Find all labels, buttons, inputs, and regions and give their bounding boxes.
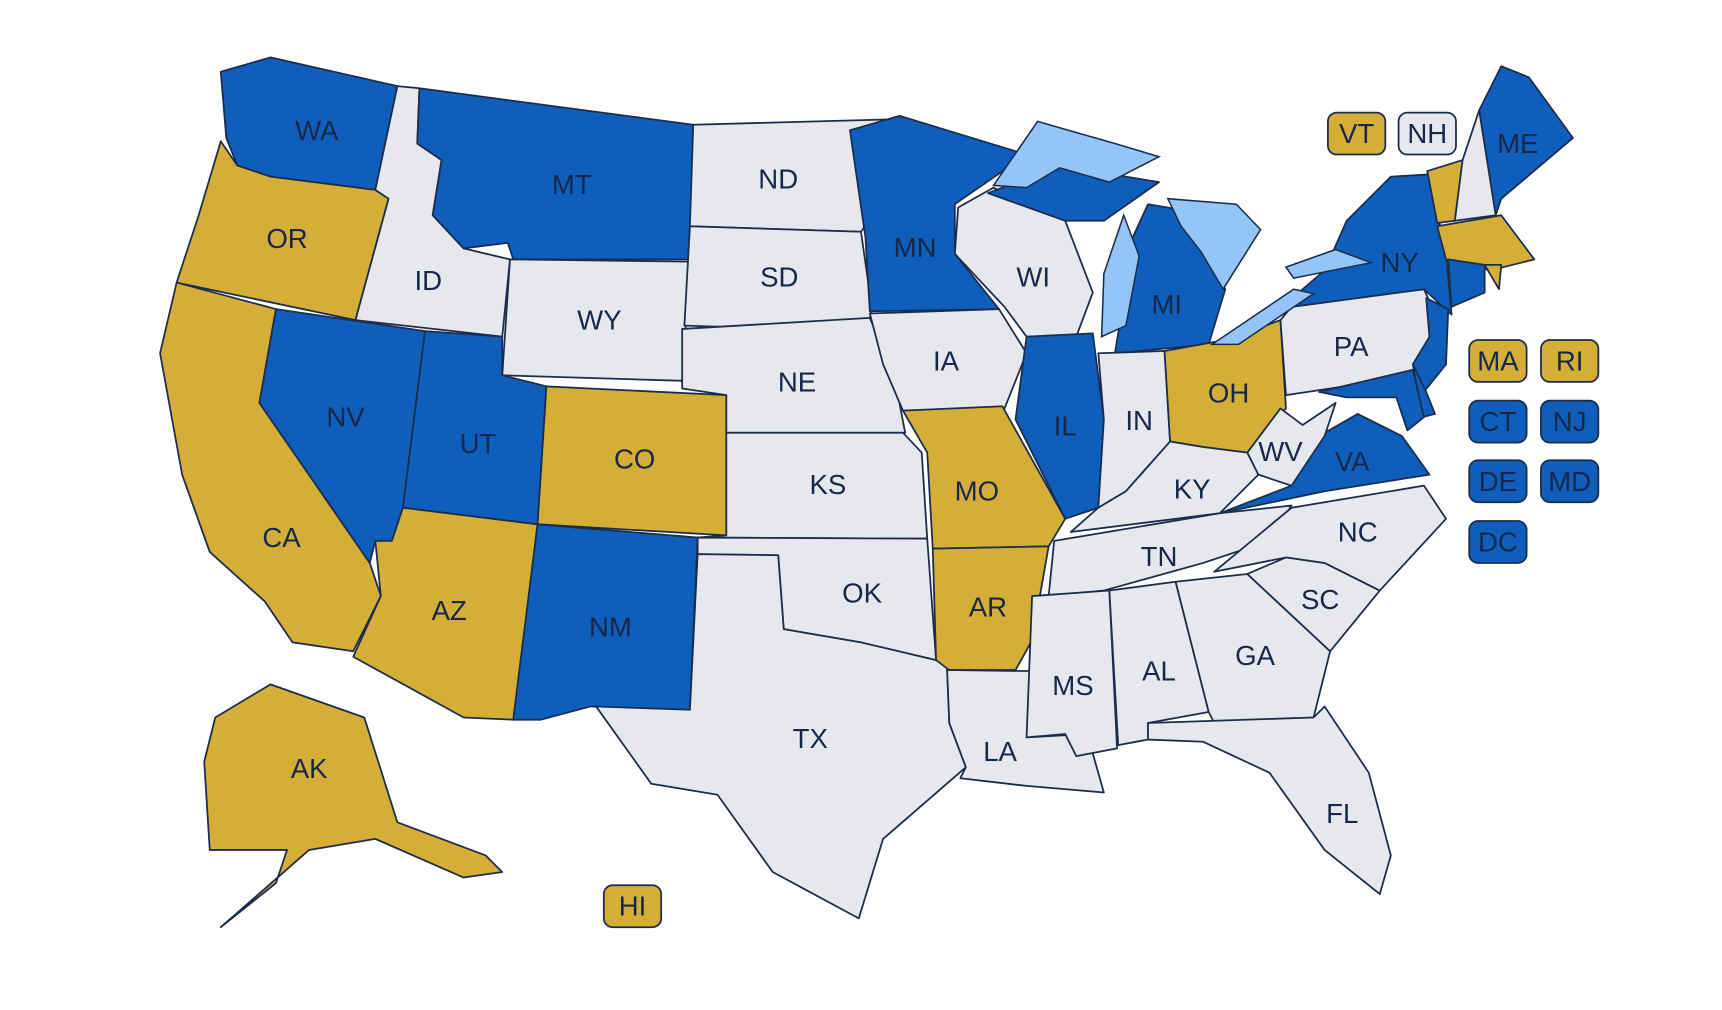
state-label: ND: [758, 163, 798, 194]
state-label: MD: [1548, 466, 1591, 497]
state-label: ME: [1497, 128, 1538, 159]
state-label: ID: [415, 265, 443, 296]
state-badge: [1468, 399, 1528, 444]
state-badge: [1468, 339, 1528, 383]
state-label: MN: [894, 232, 937, 263]
great-lakes: [992, 120, 1374, 346]
state-shape: [931, 545, 1050, 671]
state-shape: [1246, 402, 1337, 487]
state-label: MA: [1477, 345, 1519, 376]
state-label: TX: [793, 723, 828, 754]
state-label: LA: [983, 736, 1017, 767]
state-label: NH: [1407, 118, 1447, 149]
state-label: VA: [1335, 446, 1370, 477]
state-label: WV: [1258, 436, 1303, 467]
state-label: RI: [1556, 345, 1584, 376]
state-badge: [1327, 111, 1387, 156]
state-badge: [1468, 459, 1528, 504]
state-label: CA: [262, 522, 301, 553]
state-shape: [1483, 264, 1503, 291]
state-label: AZ: [432, 595, 467, 626]
state-shape: [1436, 214, 1536, 272]
state-label: HI: [619, 891, 647, 922]
state-label: AL: [1142, 656, 1176, 687]
state-badge: [1540, 399, 1600, 444]
lake-huron: [1166, 197, 1262, 291]
state-label: WY: [577, 305, 621, 336]
state-badge: [1540, 459, 1600, 504]
state-badge: [1468, 520, 1528, 564]
lake-ontario: [1284, 248, 1374, 280]
state-label: MT: [552, 169, 592, 200]
state-badge: [1540, 339, 1600, 383]
state-label: TN: [1141, 541, 1178, 572]
lake-michigan: [1100, 212, 1140, 338]
state-badge: [602, 884, 663, 929]
state-label: OK: [842, 577, 882, 608]
state-label: NC: [1338, 517, 1378, 548]
state-label: CT: [1480, 406, 1517, 437]
state-label: MS: [1052, 670, 1093, 701]
state-label: MI: [1151, 289, 1182, 320]
state-label: WI: [1016, 262, 1050, 293]
state-label: AR: [969, 592, 1007, 623]
state-label: OR: [266, 223, 307, 254]
state-label: FL: [1326, 798, 1358, 829]
state-label: NJ: [1553, 406, 1587, 437]
state-label: VT: [1339, 118, 1374, 149]
state-label: IA: [933, 345, 960, 376]
state-shape: [1447, 258, 1486, 308]
state-label: DE: [1479, 466, 1517, 497]
state-label: WA: [295, 115, 339, 146]
state-shape: [203, 683, 504, 929]
state-label: DC: [1478, 526, 1518, 557]
state-labels: WA OR CA NV ID MT WY UT AZ CO NM ND SD NE KS OK TX MN IA MO…: [262, 111, 1600, 929]
state-shape: [1069, 440, 1260, 533]
state-shape: [1318, 368, 1425, 432]
state-label: KY: [1174, 473, 1211, 504]
state-shape: [1147, 705, 1392, 895]
state-label: OH: [1208, 377, 1249, 408]
state-label: KS: [809, 469, 846, 500]
state-label: SD: [760, 262, 798, 293]
state-label: PA: [1334, 331, 1369, 362]
state-label: IL: [1054, 411, 1077, 442]
state-label: MO: [955, 476, 999, 507]
state-label: IN: [1125, 405, 1153, 436]
state-label: CO: [614, 444, 655, 475]
state-label: UT: [460, 428, 497, 459]
state-label: NV: [326, 402, 365, 433]
state-shape: [1213, 484, 1447, 592]
state-shapes: [159, 56, 1574, 929]
state-shape: [595, 553, 967, 920]
lake-superior: [992, 120, 1162, 189]
state-label: AK: [291, 753, 328, 784]
lake-erie: [1209, 288, 1316, 346]
state-label: NM: [589, 611, 632, 642]
state-label: NY: [1381, 247, 1419, 278]
state-label: SC: [1301, 584, 1339, 615]
state-badge: [1397, 111, 1457, 156]
state-label: GA: [1235, 640, 1275, 671]
state-label: NE: [778, 366, 816, 397]
state-shape: [1453, 109, 1497, 222]
